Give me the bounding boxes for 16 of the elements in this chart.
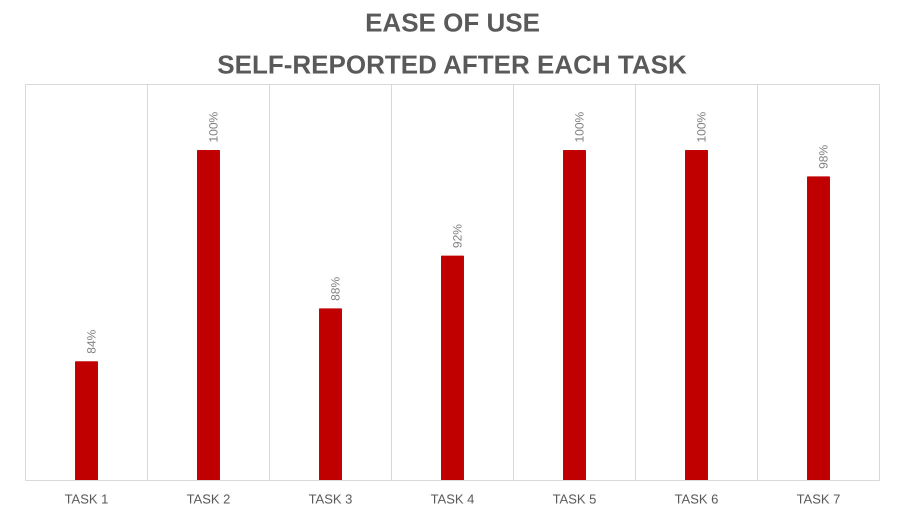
- data-label: 100%: [694, 111, 708, 142]
- x-tick-label: TASK 5: [552, 492, 596, 506]
- x-tick-label: TASK 3: [308, 492, 352, 506]
- x-tick-label: TASK 4: [430, 492, 474, 506]
- data-label: 100%: [572, 111, 586, 142]
- x-tick-label: TASK 1: [64, 492, 108, 506]
- data-label: 92%: [450, 224, 464, 248]
- data-label: 88%: [328, 276, 342, 301]
- chart-title: EASE OF USE: [365, 8, 540, 38]
- chart-subtitle: SELF-REPORTED AFTER EACH TASK: [217, 50, 687, 80]
- data-label: 98%: [816, 144, 830, 169]
- x-tick-label: TASK 7: [796, 492, 840, 506]
- x-tick-label: TASK 2: [186, 492, 230, 506]
- x-tick-label: TASK 6: [674, 492, 718, 506]
- data-label: 100%: [206, 111, 220, 142]
- data-label: 84%: [84, 329, 98, 354]
